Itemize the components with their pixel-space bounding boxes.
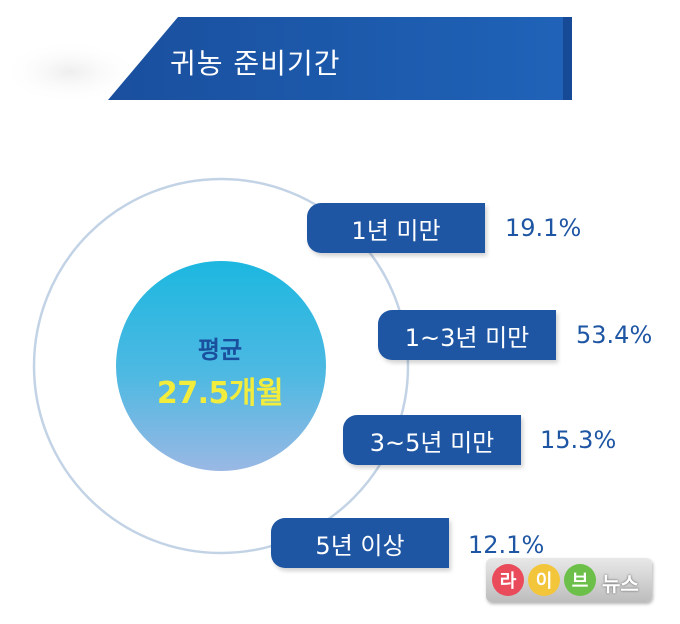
percent-label-1: 53.4% [576,321,653,349]
average-label: 평균 [197,336,243,364]
title-banner [0,17,572,104]
banner-shape [108,17,572,100]
percent-label-2: 15.3% [540,426,617,454]
center-circle [116,261,326,471]
category-pill-2: 3~5년 미만 [343,415,521,465]
average-value: 27.5개월 [156,376,284,411]
watermark-logo: 라 이 브 뉴스 [486,558,652,602]
category-pill-3: 5년 이상 [271,518,449,568]
percent-label-3: 12.1% [468,531,545,559]
percent-label-0: 19.1% [505,214,582,242]
watermark-suffix: 뉴스 [602,572,639,596]
category-pill-1: 1~3년 미만 [378,310,556,360]
category-pill-0: 1년 미만 [307,203,485,253]
banner-glow [0,40,140,104]
watermark-syllable-2: 브 [564,564,596,596]
watermark-syllable-0: 라 [492,564,524,596]
banner-edge [563,17,572,100]
chart-title: 귀농 준비기간 [170,47,341,80]
watermark-syllable-1: 이 [528,564,560,596]
